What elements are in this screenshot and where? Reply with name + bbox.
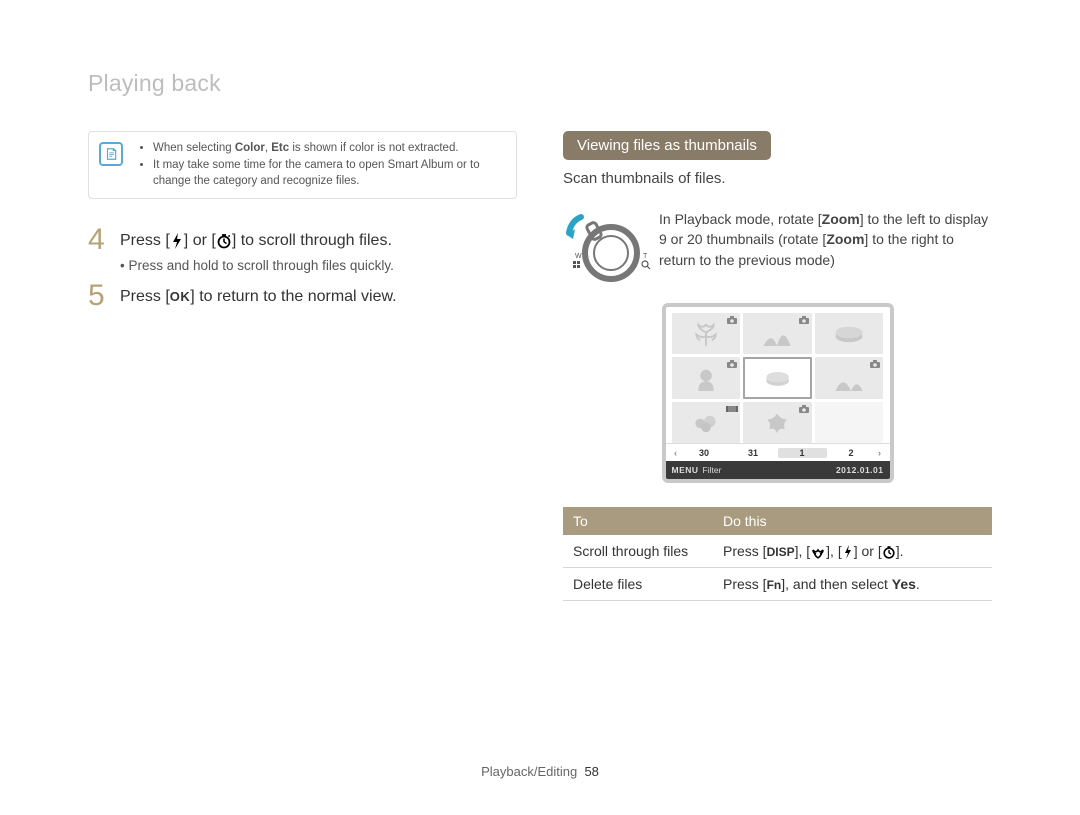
camera-icon: [798, 404, 810, 414]
thumb-cell: [743, 402, 812, 443]
subsection-pill: Viewing files as thumbnails: [563, 131, 771, 160]
page-footer: Playback/Editing 58: [0, 764, 1080, 779]
day-cell: 30: [680, 448, 729, 458]
chevron-right-icon: ›: [876, 448, 884, 458]
thumb-cell: [672, 313, 741, 354]
table-cell-to: Scroll through files: [563, 535, 713, 568]
step-4-number: 4: [88, 225, 110, 273]
zoom-caption: In Playback mode, rotate [Zoom] to the l…: [659, 209, 992, 270]
fn-key: Fn: [767, 578, 782, 592]
step-4-text: Press [] or [] to scroll through files.: [120, 230, 394, 252]
action-table: To Do this Scroll through files Press [D…: [563, 507, 992, 601]
table-row: Delete files Press [Fn], and then select…: [563, 568, 992, 601]
zoom-dial-icon: W T: [563, 209, 643, 279]
note-item-2: It may take some time for the camera to …: [153, 157, 502, 190]
step-5: 5 Press [OK] to return to the normal vie…: [88, 281, 517, 311]
camera-icon: [726, 315, 738, 325]
step-4-subtext: Press and hold to scroll through files q…: [120, 258, 394, 273]
subsection-subtitle: Scan thumbnails of files.: [563, 170, 992, 187]
thumb-cell: [743, 313, 812, 354]
step-5-number: 5: [88, 281, 110, 311]
thumb-cell: [672, 357, 741, 398]
day-cell: 31: [729, 448, 778, 458]
disp-key: DISP: [767, 545, 795, 559]
zoom-w-label: W: [575, 253, 582, 260]
thumb-cell: [815, 357, 884, 398]
flash-icon: [842, 545, 854, 559]
filter-label: Filter: [703, 465, 722, 475]
zoom-t-label: T: [643, 253, 648, 260]
thumbnail-footer: MENU Filter 2012.01.01: [666, 461, 890, 479]
thumbnail-datebar: ‹ 30 31 1 2 ›: [666, 443, 890, 461]
step-5-text: Press [OK] to return to the normal view.: [120, 286, 397, 308]
thumbnail-screen: ‹ 30 31 1 2 › MENU Filter 2012.01.01: [662, 303, 894, 483]
timer-icon: [882, 545, 896, 559]
film-icon: [726, 404, 738, 414]
camera-icon: [798, 315, 810, 325]
ok-key: OK: [170, 289, 191, 304]
camera-icon: [726, 359, 738, 369]
note-box: When selecting Color, Etc is shown if co…: [88, 131, 517, 199]
day-cell: 2: [827, 448, 876, 458]
thumb-cell-selected: [743, 357, 812, 398]
thumbnail-date: 2012.01.01: [836, 465, 884, 475]
thumb-cell: [815, 402, 884, 443]
camera-icon: [869, 359, 881, 369]
macro-icon: [810, 545, 826, 559]
flash-icon: [170, 233, 184, 249]
chevron-left-icon: ‹: [672, 448, 680, 458]
timer-icon: [216, 233, 232, 249]
table-cell-do: Press [Fn], and then select Yes.: [713, 568, 992, 601]
note-icon: [99, 142, 123, 166]
table-row: Scroll through files Press [DISP], [], […: [563, 535, 992, 568]
table-head-do: Do this: [713, 507, 992, 535]
left-column: When selecting Color, Etc is shown if co…: [88, 131, 517, 601]
menu-label: MENU: [672, 465, 699, 475]
table-head-to: To: [563, 507, 713, 535]
note-item-1: When selecting Color, Etc is shown if co…: [153, 140, 502, 157]
table-cell-do: Press [DISP], [], [] or [].: [713, 535, 992, 568]
thumb-cell: [672, 402, 741, 443]
thumb-cell: [815, 313, 884, 354]
section-title: Playing back: [88, 70, 992, 97]
step-4: 4 Press [] or [] to scroll through files…: [88, 225, 517, 273]
table-cell-to: Delete files: [563, 568, 713, 601]
right-column: Viewing files as thumbnails Scan thumbna…: [563, 131, 992, 601]
day-cell: 1: [778, 448, 827, 458]
zoom-block: W T In Playback mode, ro: [563, 209, 992, 279]
thumbnail-grid: [666, 307, 890, 443]
